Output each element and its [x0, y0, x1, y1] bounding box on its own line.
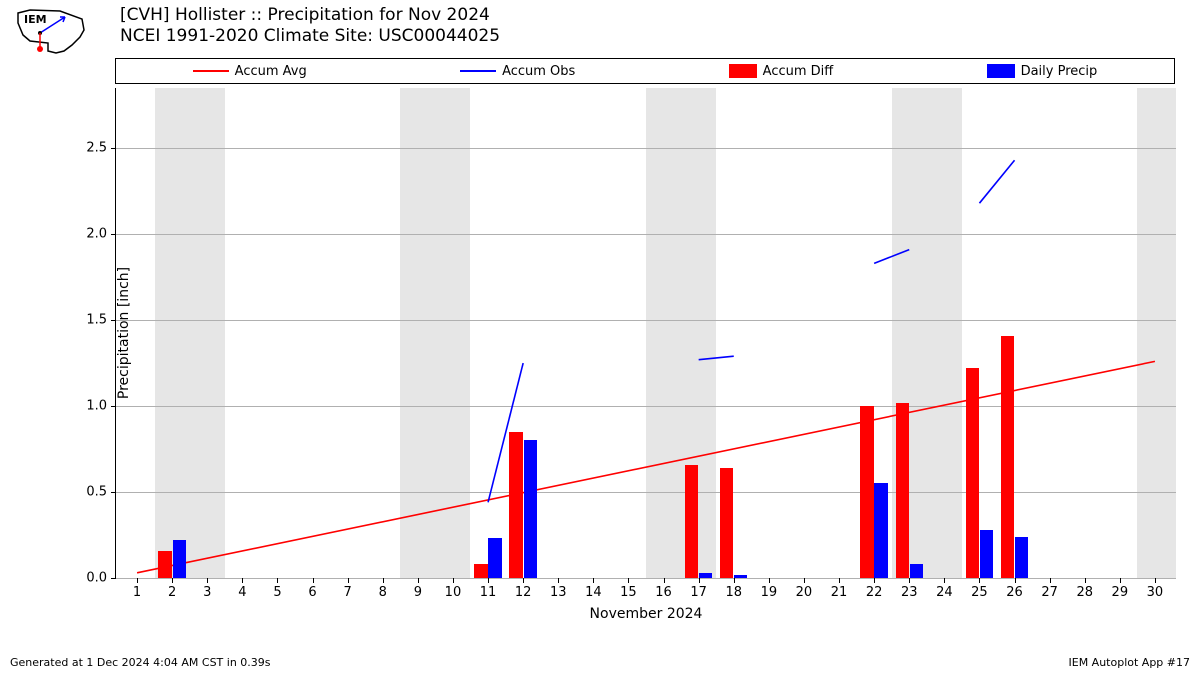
xtick-label: 1	[133, 585, 141, 600]
xtick-label: 20	[796, 585, 813, 600]
chart: Accum Avg Accum Obs Accum Diff Daily Precip…	[115, 58, 1175, 623]
legend-label: Accum Diff	[763, 64, 834, 79]
xtick-label: 4	[238, 585, 246, 600]
bar-accum-diff	[896, 403, 909, 578]
ytick-label: 1.0	[67, 399, 107, 414]
bar-accum-diff	[509, 432, 522, 578]
ytick-label: 2.0	[67, 227, 107, 242]
xtick-label: 3	[203, 585, 211, 600]
xtick-label: 22	[866, 585, 883, 600]
xtick-label: 25	[971, 585, 988, 600]
plot-area: Precipitation [inch] November 2024 12345…	[115, 88, 1176, 579]
bar-daily-precip	[734, 575, 747, 578]
legend-label: Accum Avg	[235, 64, 307, 79]
title-line-1: [CVH] Hollister :: Precipitation for Nov…	[120, 5, 500, 26]
x-axis-label: November 2024	[590, 606, 703, 622]
bar-accum-diff	[720, 468, 733, 578]
bar-daily-precip	[173, 540, 186, 578]
legend-item: Accum Diff	[729, 64, 834, 79]
legend-item: Daily Precip	[987, 64, 1098, 79]
ytick-label: 2.5	[67, 141, 107, 156]
xtick-label: 15	[620, 585, 637, 600]
bar-daily-precip	[1015, 537, 1028, 578]
ytick-label: 0.5	[67, 485, 107, 500]
legend-label: Accum Obs	[502, 64, 575, 79]
xtick-label: 16	[655, 585, 672, 600]
xtick-label: 23	[901, 585, 918, 600]
bar-accum-diff	[966, 368, 979, 578]
bar-daily-precip	[910, 564, 923, 578]
xtick-label: 10	[445, 585, 462, 600]
legend-line-swatch	[460, 70, 496, 72]
xtick-label: 17	[690, 585, 707, 600]
ytick-label: 1.5	[67, 313, 107, 328]
legend-box-swatch	[987, 64, 1015, 78]
xtick-label: 7	[344, 585, 352, 600]
bar-accum-diff	[685, 465, 698, 578]
bar-daily-precip	[980, 530, 993, 578]
xtick-label: 6	[308, 585, 316, 600]
xtick-label: 30	[1147, 585, 1164, 600]
xtick-label: 24	[936, 585, 953, 600]
xtick-label: 13	[550, 585, 567, 600]
legend-label: Daily Precip	[1021, 64, 1098, 79]
legend-line-swatch	[193, 70, 229, 72]
bar-accum-diff	[158, 551, 171, 579]
bar-accum-diff	[860, 406, 873, 578]
bar-daily-precip	[699, 573, 712, 578]
xtick-label: 14	[585, 585, 602, 600]
xtick-label: 12	[515, 585, 532, 600]
legend: Accum Avg Accum Obs Accum Diff Daily Precip	[115, 58, 1175, 84]
iem-logo: IEM	[10, 5, 90, 64]
bar-daily-precip	[874, 483, 887, 578]
bar-accum-diff	[1001, 336, 1014, 578]
bar-daily-precip	[488, 538, 501, 578]
xtick-label: 27	[1041, 585, 1058, 600]
gridline	[116, 578, 1176, 579]
line-accum-obs	[874, 250, 909, 264]
legend-box-swatch	[729, 64, 757, 78]
xtick-label: 19	[761, 585, 778, 600]
xtick-label: 26	[1006, 585, 1023, 600]
bar-daily-precip	[524, 440, 537, 578]
legend-item: Accum Avg	[193, 64, 307, 79]
title-line-2: NCEI 1991-2020 Climate Site: USC00044025	[120, 26, 500, 47]
footer-generated: Generated at 1 Dec 2024 4:04 AM CST in 0…	[10, 656, 271, 669]
xtick-label: 28	[1076, 585, 1093, 600]
xtick-label: 21	[831, 585, 848, 600]
footer-app: IEM Autoplot App #17	[1069, 656, 1191, 669]
line-accum-obs	[699, 356, 734, 359]
legend-item: Accum Obs	[460, 64, 575, 79]
bar-accum-diff	[474, 564, 487, 578]
ytick-label: 0.0	[67, 571, 107, 586]
line-accum-obs	[979, 160, 1014, 203]
xtick-label: 11	[480, 585, 497, 600]
xtick-label: 18	[725, 585, 742, 600]
chart-title: [CVH] Hollister :: Precipitation for Nov…	[120, 5, 500, 48]
xtick-label: 8	[379, 585, 387, 600]
xtick-label: 9	[414, 585, 422, 600]
xtick-label: 29	[1112, 585, 1129, 600]
xtick-label: 5	[273, 585, 281, 600]
svg-text:IEM: IEM	[24, 13, 47, 26]
xtick-label: 2	[168, 585, 176, 600]
